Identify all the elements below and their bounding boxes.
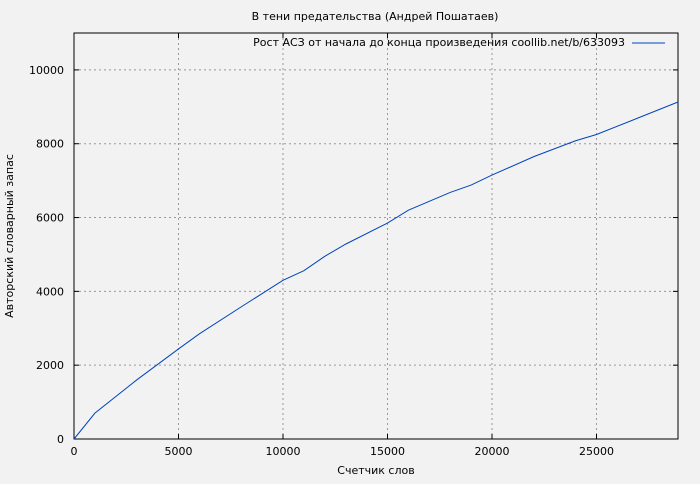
y-tick-label: 6000 <box>36 212 64 225</box>
x-tick-label: 5000 <box>164 445 192 458</box>
x-axis-label: Счетчик слов <box>337 464 414 477</box>
series-line <box>73 101 679 440</box>
x-tick-label: 0 <box>71 445 78 458</box>
x-tick-label: 25000 <box>579 445 614 458</box>
y-tick-label: 4000 <box>36 285 64 298</box>
y-tick-label: 10000 <box>29 64 64 77</box>
x-tick-label: 15000 <box>370 445 405 458</box>
legend-label: Рост АСЗ от начала до конца произведения… <box>253 36 625 49</box>
y-axis-label: Авторский словарный запас <box>3 154 16 318</box>
y-tick-label: 8000 <box>36 138 64 151</box>
plot-frame <box>73 32 679 440</box>
x-tick-label: 20000 <box>474 445 509 458</box>
y-tick-label: 2000 <box>36 359 64 372</box>
x-tick-label: 10000 <box>265 445 300 458</box>
y-tick-label: 0 <box>57 433 64 446</box>
chart-title: В тени предательства (Андрей Пошатаев) <box>252 10 499 23</box>
